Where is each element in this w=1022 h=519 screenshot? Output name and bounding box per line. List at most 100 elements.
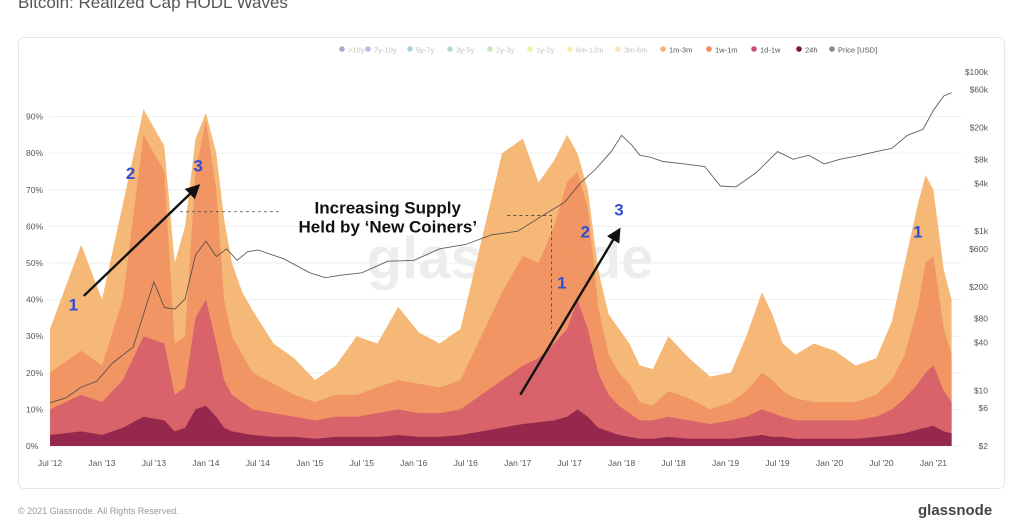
y-right-tick-label: $1k bbox=[974, 226, 988, 236]
price-layer bbox=[49, 92, 952, 404]
y-left-tick-label: 40% bbox=[26, 295, 43, 305]
area-series bbox=[50, 109, 952, 447]
legend-item[interactable]: 1m-3m bbox=[660, 46, 692, 55]
y-right-tick-label: $10 bbox=[974, 385, 988, 395]
legend-label: >10y bbox=[348, 46, 365, 55]
y-right-tick-label: $8k bbox=[974, 154, 988, 164]
y-right-tick-label: $6 bbox=[979, 403, 989, 413]
y-axis-left-ticks: 0% 10% 20% 30% 40% 50% 60% 70% 80% 90% bbox=[26, 112, 43, 451]
y-left-tick-label: 30% bbox=[26, 331, 43, 341]
legend-label: 1y-2y bbox=[536, 46, 555, 55]
x-tick-label: Jul '19 bbox=[765, 458, 790, 468]
y-left-tick-label: 90% bbox=[26, 112, 43, 122]
legend-label: Price [USD] bbox=[838, 46, 877, 55]
legend-label: 1m-3m bbox=[669, 46, 692, 55]
y-right-tick-label: $80 bbox=[974, 313, 988, 323]
legend-item[interactable]: 24h bbox=[796, 46, 818, 55]
legend-item[interactable]: 1y-2y bbox=[527, 46, 555, 55]
x-tick-label: Jan '13 bbox=[88, 458, 115, 468]
price-line[interactable] bbox=[49, 92, 952, 404]
copyright-text: © 2021 Glassnode. All Rights Reserved. bbox=[18, 506, 179, 516]
legend-swatch bbox=[829, 46, 835, 52]
wave-label: 2 bbox=[126, 164, 135, 183]
x-tick-label: Jan '21 bbox=[920, 458, 947, 468]
brand-logo-text: glassnode bbox=[918, 502, 993, 519]
legend-swatch bbox=[706, 46, 712, 52]
legend-label: 1w-1m bbox=[715, 46, 738, 55]
x-tick-label: Jan '15 bbox=[296, 458, 323, 468]
y-right-tick-label: $20k bbox=[970, 123, 989, 133]
wave-label: 3 bbox=[614, 200, 623, 219]
legend-swatch bbox=[660, 46, 666, 52]
legend-item[interactable]: 3m-6m bbox=[615, 46, 647, 55]
arrow-2017 bbox=[519, 227, 621, 396]
y-right-tick-label: $100k bbox=[965, 67, 989, 77]
area-24h[interactable] bbox=[50, 405, 952, 446]
legend-swatch bbox=[527, 46, 533, 52]
legend-swatch bbox=[796, 46, 802, 52]
legend-item[interactable]: 5y-7y bbox=[407, 46, 435, 55]
y-right-tick-label: $600 bbox=[969, 244, 988, 254]
x-tick-label: Jul '17 bbox=[558, 458, 583, 468]
y-left-tick-label: 50% bbox=[26, 258, 43, 268]
wave-label: 1 bbox=[69, 296, 78, 315]
area-1m-3m[interactable] bbox=[50, 109, 952, 447]
arrow-2013 bbox=[82, 184, 201, 297]
x-tick-label: Jul '14 bbox=[246, 458, 271, 468]
legend-item[interactable]: 6m-12m bbox=[567, 46, 604, 55]
legend-item[interactable]: 1d-1w bbox=[751, 46, 781, 55]
x-tick-label: Jul '20 bbox=[869, 458, 894, 468]
y-left-tick-label: 0% bbox=[26, 441, 39, 451]
wave-label: 3 bbox=[193, 157, 202, 176]
legend-label: 3y-5y bbox=[456, 46, 475, 55]
legend-label: 5y-7y bbox=[416, 46, 435, 55]
legend-label: 3m-6m bbox=[624, 46, 647, 55]
y-right-tick-label: $60k bbox=[970, 85, 989, 95]
legend-item[interactable]: >10y bbox=[339, 46, 365, 55]
x-tick-label: Jan '19 bbox=[712, 458, 739, 468]
wave-label: 1 bbox=[557, 274, 566, 293]
legend-label: 7y-10y bbox=[374, 46, 397, 55]
y-right-tick-label: $2 bbox=[979, 441, 989, 451]
legend-swatch bbox=[751, 46, 757, 52]
y-right-tick-label: $200 bbox=[969, 282, 988, 292]
x-tick-label: Jul '18 bbox=[661, 458, 686, 468]
wave-label: 2 bbox=[581, 222, 590, 241]
y-axis-right-ticks: $2 $6 $10 $40 $80 $200 $600 $1k $4k $8k $20k $60k $1… bbox=[965, 67, 989, 451]
y-left-tick-label: 80% bbox=[26, 148, 43, 158]
x-axis-ticks: Jul '12 Jan '13 Jul '13 Jan '14 Jul '14 Jan '… bbox=[38, 458, 947, 468]
legend-item[interactable]: 3y-5y bbox=[447, 46, 475, 55]
legend-swatch bbox=[447, 46, 453, 52]
x-tick-label: Jul '13 bbox=[142, 458, 167, 468]
legend-swatch bbox=[339, 46, 345, 52]
callout-line: Held by ‘New Coiners’ bbox=[299, 218, 478, 237]
legend-item[interactable]: Price [USD] bbox=[829, 46, 877, 55]
legend-swatch bbox=[487, 46, 493, 52]
x-tick-label: Jan '18 bbox=[608, 458, 635, 468]
callout-line: Increasing Supply bbox=[315, 199, 462, 218]
legend-item[interactable]: 1w-1m bbox=[706, 46, 738, 55]
legend-label: 1d-1w bbox=[760, 46, 781, 55]
legend-swatch bbox=[365, 46, 371, 52]
x-tick-label: Jan '17 bbox=[504, 458, 531, 468]
legend-item[interactable]: 2y-3y bbox=[487, 46, 515, 55]
wave-label: 1 bbox=[913, 222, 922, 241]
y-left-tick-label: 20% bbox=[26, 368, 43, 378]
dashed-bracket-right bbox=[507, 215, 552, 329]
y-right-tick-label: $40 bbox=[974, 337, 988, 347]
x-tick-label: Jul '15 bbox=[350, 458, 375, 468]
page-title: Bitcoin: Realized Cap HODL Waves bbox=[18, 0, 288, 12]
y-left-tick-label: 10% bbox=[26, 404, 43, 414]
legend-swatch bbox=[615, 46, 621, 52]
x-tick-label: Jul '16 bbox=[454, 458, 479, 468]
legend-item[interactable]: 7y-10y bbox=[365, 46, 397, 55]
legend-label: 2y-3y bbox=[496, 46, 515, 55]
legend-swatch bbox=[567, 46, 573, 52]
legend-swatch bbox=[407, 46, 413, 52]
x-tick-label: Jan '16 bbox=[400, 458, 427, 468]
chart-legend[interactable]: >10y 7y-10y 5y-7y 3y-5y 2y-3y 1y-2y 6m-12m 3m-6… bbox=[0, 44, 990, 56]
legend-label: 24h bbox=[805, 46, 818, 55]
x-tick-label: Jan '20 bbox=[816, 458, 843, 468]
x-tick-label: Jul '12 bbox=[38, 458, 63, 468]
